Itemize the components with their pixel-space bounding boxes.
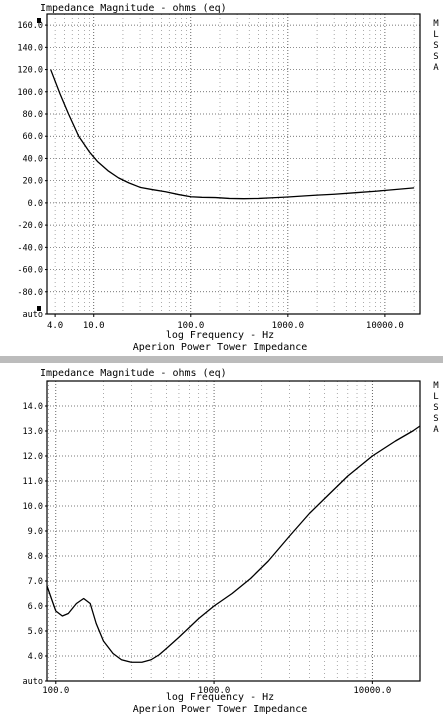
- y-tick-label: 20.0: [23, 177, 43, 187]
- x-tick-label: 100.0: [177, 321, 204, 331]
- y-tick-label: auto: [23, 677, 43, 687]
- side-legend-letter: S: [433, 403, 438, 413]
- y-tick-label: 40.0: [23, 154, 43, 164]
- chart-title: Impedance Magnitude - ohms (eq): [40, 3, 227, 14]
- y-tick-label: 9.0: [28, 527, 43, 537]
- y-tick-label: 0.0: [28, 199, 43, 209]
- side-legend-letter: M: [433, 19, 439, 29]
- side-legend-letter: S: [433, 41, 438, 51]
- y-tick-label: 80.0: [23, 110, 43, 120]
- side-legend-letter: A: [433, 425, 439, 435]
- y-tick-label: -80.0: [17, 288, 43, 298]
- side-legend-letter: S: [433, 52, 438, 62]
- chart-subtitle: Aperion Power Tower Impedance: [133, 704, 308, 715]
- x-tick-label: 10.0: [83, 321, 105, 331]
- y-tick-label: 7.0: [28, 577, 43, 587]
- divider-band: [0, 356, 443, 363]
- y-tick-label: 140.0: [17, 43, 43, 53]
- x-tick-label: 10000.0: [366, 321, 404, 331]
- y-tick-label: 13.0: [23, 427, 43, 437]
- x-tick-label: 100.0: [42, 686, 69, 696]
- y-tick-label: -60.0: [17, 266, 43, 276]
- y-tick-label: 120.0: [17, 66, 43, 76]
- y-tick-label: 8.0: [28, 552, 43, 562]
- side-legend-letter: S: [433, 414, 438, 424]
- cursor-marker: [37, 18, 41, 23]
- x-tick-label: 4.0: [47, 321, 63, 331]
- x-tick-label: 10000.0: [353, 686, 391, 696]
- y-tick-label: 14.0: [23, 402, 43, 412]
- y-tick-label: -20.0: [17, 221, 43, 231]
- x-axis-label: log Frequency - Hz: [166, 330, 274, 341]
- y-tick-label: 10.0: [23, 502, 43, 512]
- x-tick-label: 1000.0: [272, 321, 305, 331]
- side-legend-letter: L: [433, 30, 438, 40]
- impedance-curve: [46, 425, 421, 663]
- x-tick-label: 1000.0: [198, 686, 231, 696]
- x-axis-label: log Frequency - Hz: [166, 692, 274, 703]
- y-tick-label: 6.0: [28, 602, 43, 612]
- y-tick-label: 160.0: [17, 21, 43, 31]
- cursor-marker: [37, 306, 41, 311]
- plot-frame: [46, 13, 421, 315]
- side-legend-letter: A: [433, 63, 439, 73]
- grid: [47, 14, 420, 314]
- y-tick-label: 5.0: [28, 627, 43, 637]
- side-legend-letter: M: [433, 381, 439, 391]
- chart-title: Impedance Magnitude - ohms (eq): [40, 368, 227, 379]
- chart-subtitle: Aperion Power Tower Impedance: [133, 342, 308, 353]
- chart-top: Impedance Magnitude - ohms (eq) log Freq…: [17, 3, 439, 353]
- chart-bottom: Impedance Magnitude - ohms (eq) log Freq…: [23, 368, 440, 715]
- y-tick-label: 60.0: [23, 132, 43, 142]
- y-tick-label: 12.0: [23, 452, 43, 462]
- y-tick-label: -40.0: [17, 243, 43, 253]
- y-tick-label: auto: [23, 310, 43, 320]
- side-legend-letter: L: [433, 392, 438, 402]
- grid: [47, 381, 420, 681]
- y-tick-label: 4.0: [28, 652, 43, 662]
- impedance-curve: [50, 69, 415, 200]
- y-tick-label: 100.0: [17, 88, 43, 98]
- y-tick-label: 11.0: [23, 477, 43, 487]
